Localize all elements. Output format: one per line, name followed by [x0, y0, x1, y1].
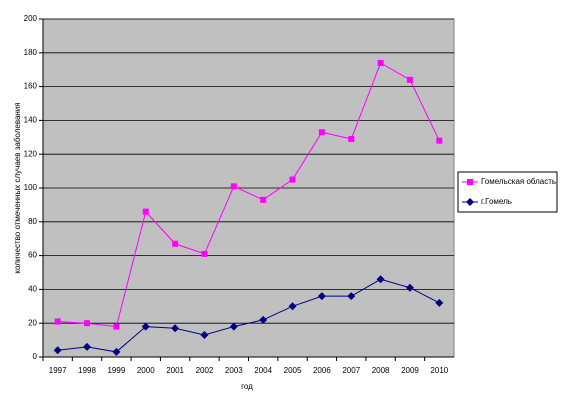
- series-line: [57, 278, 440, 353]
- x-tick-label: 2007: [342, 366, 360, 375]
- marker: [259, 315, 268, 324]
- y-tick-label: 80: [28, 217, 37, 226]
- x-tick-label: 1999: [107, 366, 125, 375]
- marker: [289, 176, 296, 183]
- marker: [348, 135, 355, 142]
- marker: [405, 283, 414, 292]
- marker: [318, 129, 325, 136]
- x-tick-label: 2002: [196, 366, 214, 375]
- marker: [200, 331, 209, 340]
- marker: [436, 137, 443, 144]
- y-tick-label: 60: [28, 251, 37, 260]
- marker: [376, 275, 385, 284]
- y-tick-label: 160: [24, 82, 38, 91]
- y-tick-label: 180: [24, 48, 38, 57]
- marker: [112, 347, 121, 356]
- marker: [83, 342, 92, 351]
- marker: [142, 208, 149, 215]
- x-tick-label: 2004: [254, 366, 272, 375]
- marker: [84, 320, 91, 327]
- legend-label: Гомельская область: [481, 177, 556, 186]
- marker: [466, 198, 474, 206]
- x-tick-label: 1997: [49, 366, 67, 375]
- x-tick-label: 2010: [430, 366, 448, 375]
- y-tick-label: 120: [24, 149, 38, 158]
- y-axis-label: количество отмеченных случаев заболевани…: [13, 102, 22, 273]
- legend-label: г.Гомель: [481, 197, 512, 206]
- series-line: [57, 62, 440, 328]
- x-tick-label: 2003: [225, 366, 243, 375]
- x-tick-label: 2006: [313, 366, 331, 375]
- x-tick-label: 2001: [166, 366, 184, 375]
- x-tick-label: 2009: [401, 366, 419, 375]
- y-tick-label: 20: [28, 318, 37, 327]
- x-tick-label: 2005: [284, 366, 302, 375]
- marker: [260, 196, 267, 203]
- marker: [172, 240, 179, 247]
- y-tick-label: 40: [28, 285, 37, 294]
- marker: [377, 59, 384, 66]
- y-tick-label: 100: [24, 183, 38, 192]
- marker: [113, 323, 120, 330]
- y-tick-label: 140: [24, 116, 38, 125]
- marker: [201, 250, 208, 257]
- marker: [230, 183, 237, 190]
- x-tick-label: 2008: [372, 366, 390, 375]
- marker: [317, 292, 326, 301]
- marker: [53, 346, 62, 355]
- marker: [171, 324, 180, 333]
- x-tick-label: 2000: [137, 366, 155, 375]
- legend-box: [457, 171, 558, 213]
- marker: [435, 298, 444, 307]
- y-tick-label: 0: [33, 352, 38, 361]
- marker: [229, 322, 238, 331]
- marker: [467, 179, 473, 185]
- marker: [406, 76, 413, 83]
- marker: [54, 318, 61, 325]
- x-tick-label: 1998: [78, 366, 96, 375]
- marker: [347, 292, 356, 301]
- y-tick-label: 200: [24, 14, 38, 23]
- x-axis-label: год: [241, 382, 253, 391]
- marker: [288, 302, 297, 311]
- marker: [141, 322, 150, 331]
